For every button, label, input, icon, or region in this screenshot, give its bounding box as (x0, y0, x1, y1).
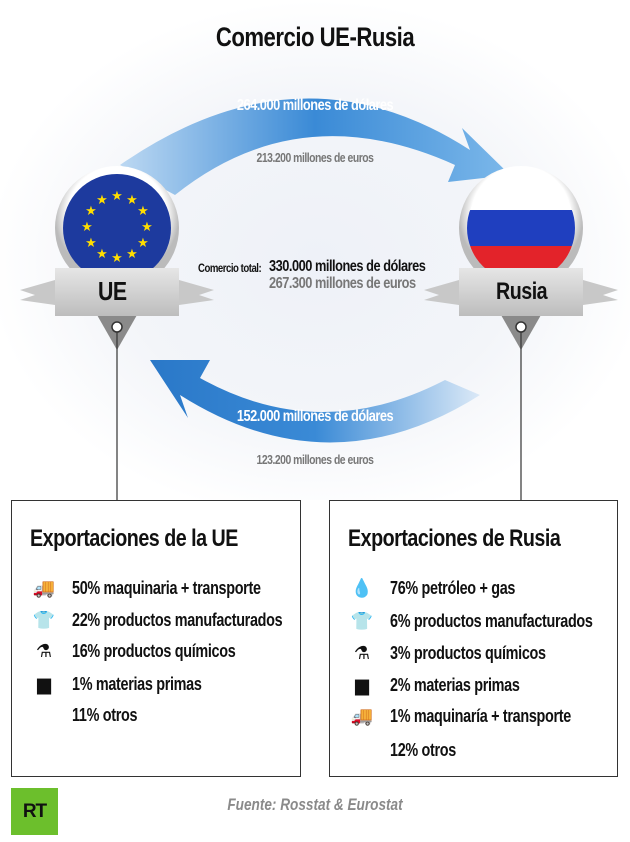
eu-label: UE (98, 276, 127, 306)
flask-icon: ⚗ (353, 642, 371, 663)
svg-text:★: ★ (126, 192, 138, 207)
list-item: 💧 76% petróleo + gas (348, 574, 516, 602)
total-usd: 330.000 millones de dólares (269, 258, 426, 275)
source-note: Fuente: Rosstat & Eurostat (227, 795, 403, 814)
list-item: ▆ 2% materias primas (348, 671, 520, 699)
svg-text:★: ★ (126, 246, 138, 261)
diagram-art: ★ ★★★★★ ★★★★★ ★ (20, 98, 618, 500)
svg-text:★: ★ (96, 192, 108, 207)
list-item: 🚚 50% maquinaria + transporte (30, 574, 261, 602)
svg-text:★: ★ (137, 203, 149, 218)
eu-flag-icon (63, 174, 171, 282)
mine-cart-icon: ▆ (355, 674, 369, 695)
list-item: ▆ 1% materias primas (30, 670, 202, 698)
russia-exports-heading: Exportaciones de Rusia (348, 525, 561, 552)
russia-label: Rusia (496, 278, 548, 305)
tv-shirt-icon: 👕 (32, 609, 56, 630)
svg-text:★: ★ (141, 219, 153, 234)
tv-shirt-icon: 👕 (350, 610, 374, 631)
eu-pin: ★ ★★★★★ ★★★★★ ★ (20, 166, 214, 350)
list-item: ⚗ 16% productos químicos (30, 637, 236, 665)
eu-to-russia-usd: 264.000 millones de dólares (236, 97, 394, 114)
list-item: ⚗ 3% productos químicos (348, 639, 546, 667)
total-label: Comercio total: (198, 261, 262, 275)
total-eur: 267.300 millones de euros (269, 275, 416, 292)
russia-to-eu-eur: 123.200 millones de euros (256, 452, 374, 467)
list-item: 11% otros (72, 704, 138, 725)
arrow-eu-to-russia (120, 98, 510, 195)
eu-exports-box: Exportaciones de la UE 🚚 50% maquinaria +… (11, 500, 301, 777)
flask-icon: ⚗ (35, 640, 53, 661)
svg-text:★: ★ (111, 250, 123, 265)
russia-exports-box: Exportaciones de Rusia 💧 76% petróleo + g… (329, 500, 618, 777)
list-item: 🚚 1% maquinaría + transporte (348, 702, 571, 730)
russia-to-eu-usd: 152.000 millones de dólares (236, 408, 394, 425)
eu-to-russia-eur: 213.200 millones de euros (256, 150, 374, 165)
arrow-russia-to-eu (150, 360, 480, 443)
list-item: 👕 6% productos manufacturados (348, 607, 593, 635)
svg-text:★: ★ (111, 188, 123, 203)
svg-text:★: ★ (137, 235, 149, 250)
oil-drop-icon: 💧 (350, 577, 374, 598)
russia-pin (424, 166, 618, 350)
eu-exports-heading: Exportaciones de la UE (30, 525, 238, 552)
svg-text:★: ★ (81, 219, 93, 234)
rt-logo: RT (11, 788, 58, 835)
list-item: 👕 22% productos manufacturados (30, 606, 283, 634)
svg-text:★: ★ (96, 246, 108, 261)
page-title: Comercio UE-Rusia (215, 22, 415, 52)
list-item: 12% otros (390, 739, 456, 760)
svg-text:★: ★ (85, 235, 97, 250)
mine-cart-icon: ▆ (37, 673, 51, 694)
truck-icon: 🚚 (32, 577, 56, 598)
svg-text:★: ★ (85, 203, 97, 218)
truck-icon: 🚚 (350, 705, 374, 726)
